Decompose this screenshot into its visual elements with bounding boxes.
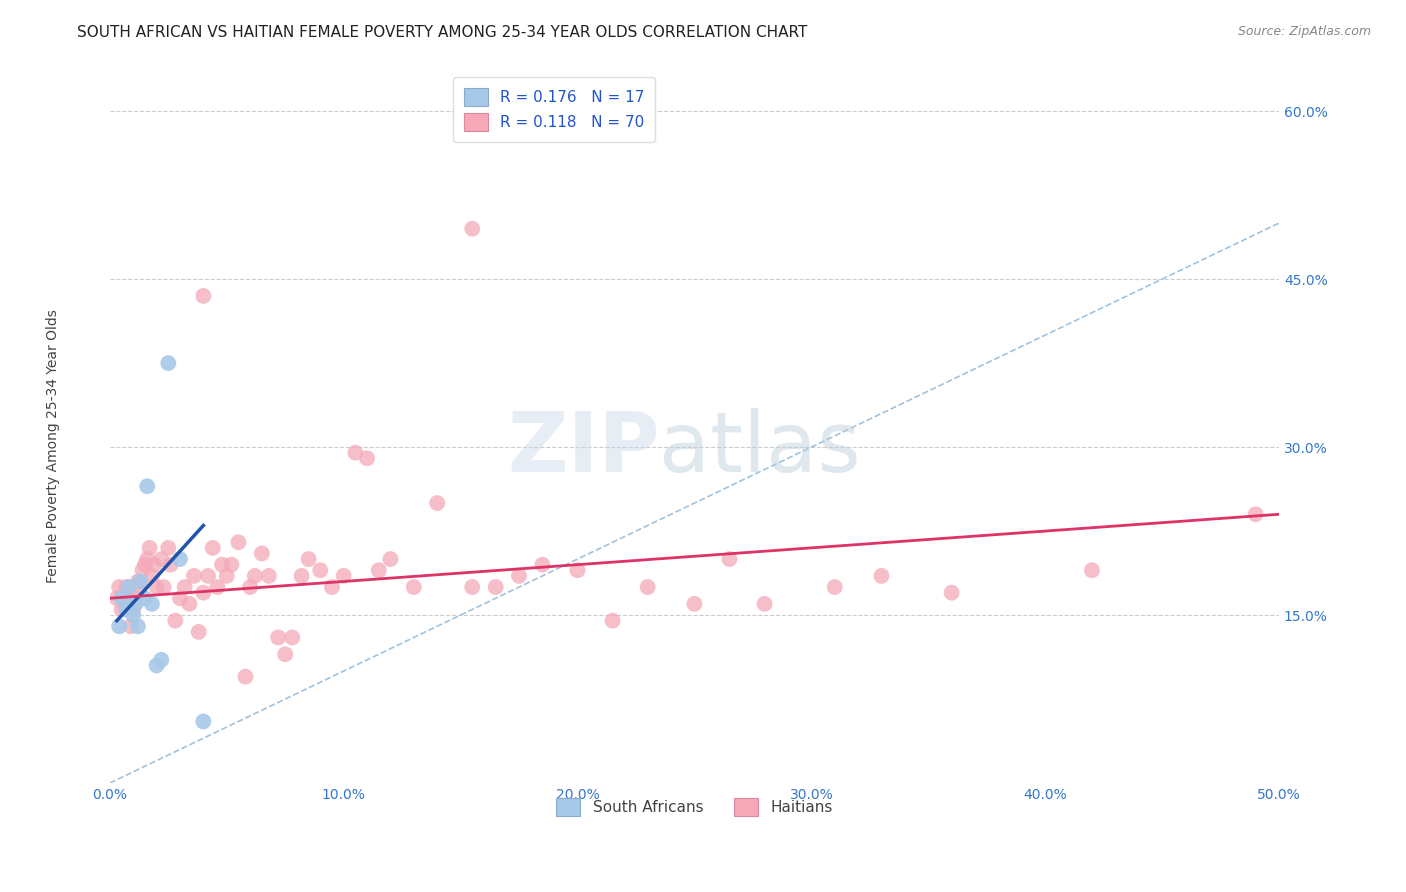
- Point: [150, 552, 173, 566]
- Point: [281, 631, 304, 645]
- Point: [344, 445, 367, 459]
- Point: [461, 221, 484, 235]
- Point: [143, 558, 166, 572]
- Text: atlas: atlas: [659, 408, 860, 489]
- Point: [141, 569, 163, 583]
- Point: [129, 574, 152, 589]
- Point: [165, 614, 187, 628]
- Point: [120, 602, 142, 616]
- Legend: South Africans, Haitians: South Africans, Haitians: [546, 788, 844, 826]
- Point: [187, 624, 209, 639]
- Point: [250, 546, 273, 560]
- Point: [108, 619, 131, 633]
- Point: [243, 569, 266, 583]
- Point: [193, 289, 215, 303]
- Point: [138, 541, 160, 555]
- Text: Source: ZipAtlas.com: Source: ZipAtlas.com: [1237, 25, 1371, 38]
- Point: [124, 597, 146, 611]
- Point: [718, 552, 741, 566]
- Point: [141, 597, 163, 611]
- Point: [115, 602, 138, 616]
- Point: [127, 619, 149, 633]
- Point: [235, 670, 257, 684]
- Point: [332, 569, 354, 583]
- Point: [426, 496, 449, 510]
- Point: [297, 552, 319, 566]
- Text: Female Poverty Among 25-34 Year Olds: Female Poverty Among 25-34 Year Olds: [46, 309, 60, 583]
- Point: [145, 580, 167, 594]
- Point: [754, 597, 776, 611]
- Point: [309, 563, 332, 577]
- Point: [257, 569, 280, 583]
- Point: [127, 574, 149, 589]
- Point: [122, 608, 145, 623]
- Point: [267, 631, 290, 645]
- Point: [117, 580, 139, 594]
- Point: [193, 714, 215, 729]
- Point: [508, 569, 530, 583]
- Point: [183, 569, 205, 583]
- Point: [120, 619, 142, 633]
- Point: [157, 356, 180, 370]
- Point: [179, 597, 201, 611]
- Point: [402, 580, 425, 594]
- Point: [824, 580, 846, 594]
- Point: [124, 591, 146, 606]
- Point: [211, 558, 233, 572]
- Point: [105, 591, 128, 606]
- Point: [637, 580, 659, 594]
- Point: [683, 597, 706, 611]
- Point: [1244, 508, 1267, 522]
- Point: [157, 541, 180, 555]
- Point: [150, 653, 173, 667]
- Point: [193, 585, 215, 599]
- Point: [110, 602, 132, 616]
- Point: [169, 552, 191, 566]
- Point: [207, 580, 229, 594]
- Point: [136, 479, 159, 493]
- Point: [134, 591, 156, 606]
- Point: [215, 569, 238, 583]
- Point: [159, 558, 181, 572]
- Point: [136, 552, 159, 566]
- Point: [115, 580, 138, 594]
- Point: [134, 558, 156, 572]
- Point: [380, 552, 402, 566]
- Point: [274, 647, 297, 661]
- Point: [461, 580, 484, 594]
- Point: [201, 541, 224, 555]
- Point: [290, 569, 312, 583]
- Point: [173, 580, 195, 594]
- Point: [112, 597, 135, 611]
- Text: ZIP: ZIP: [506, 408, 659, 489]
- Point: [221, 558, 243, 572]
- Point: [152, 580, 174, 594]
- Point: [117, 591, 139, 606]
- Text: SOUTH AFRICAN VS HAITIAN FEMALE POVERTY AMONG 25-34 YEAR OLDS CORRELATION CHART: SOUTH AFRICAN VS HAITIAN FEMALE POVERTY …: [77, 25, 807, 40]
- Point: [602, 614, 624, 628]
- Point: [197, 569, 219, 583]
- Point: [941, 585, 963, 599]
- Point: [870, 569, 893, 583]
- Point: [567, 563, 589, 577]
- Point: [1081, 563, 1104, 577]
- Point: [367, 563, 389, 577]
- Point: [129, 580, 152, 594]
- Point: [108, 580, 131, 594]
- Point: [110, 591, 132, 606]
- Point: [131, 563, 153, 577]
- Point: [356, 451, 378, 466]
- Point: [145, 658, 167, 673]
- Point: [485, 580, 508, 594]
- Point: [122, 602, 145, 616]
- Point: [531, 558, 554, 572]
- Point: [321, 580, 343, 594]
- Point: [239, 580, 262, 594]
- Point: [169, 591, 191, 606]
- Point: [228, 535, 250, 549]
